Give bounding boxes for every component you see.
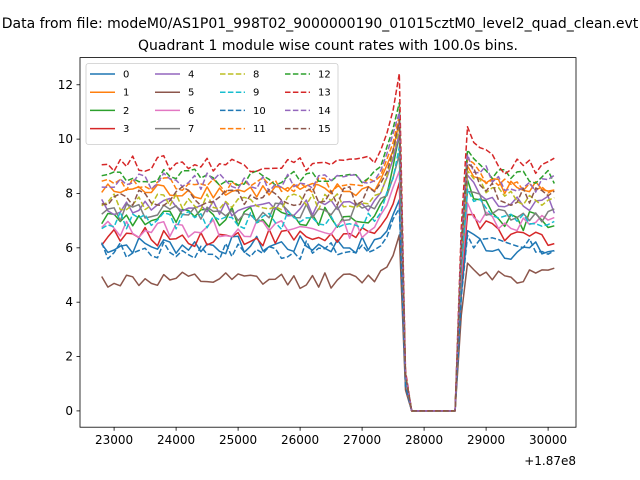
legend-entry-5: 5 [155,88,194,99]
legend-entry-7: 7 [155,124,194,135]
legend-label: 13 [318,88,331,99]
series-line-9 [101,146,555,412]
legend-label: 3 [123,124,129,135]
series-line-15 [101,120,555,412]
legend-label: 15 [318,124,331,135]
legend-label: 0 [123,70,129,81]
legend-entry-11: 11 [220,124,266,135]
y-tick-label: 10 [58,132,73,146]
y-tick-label: 8 [65,186,73,200]
legend-entry-2: 2 [90,106,129,117]
legend-label: 4 [188,70,194,81]
legend-entry-8: 8 [220,70,259,81]
series-line-11 [101,115,555,412]
legend-label: 2 [123,106,129,117]
legend-entry-15: 15 [285,124,331,135]
legend-label: 5 [188,88,194,99]
legend-entry-13: 13 [285,88,331,99]
series-line-0 [101,199,555,412]
series-line-8 [101,127,555,412]
legend-frame [85,63,339,145]
legend-entry-3: 3 [90,124,129,135]
x-tick-label: 26000 [281,433,319,447]
legend-label: 7 [188,124,194,135]
x-tick-label: 24000 [157,433,195,447]
y-tick-label: 6 [65,241,73,255]
series-line-5 [101,234,555,412]
legend-label: 1 [123,88,129,99]
legend-label: 9 [253,88,259,99]
x-tick-label: 30000 [529,433,567,447]
series-line-1 [101,120,555,412]
legend-entry-4: 4 [155,70,194,81]
legend-label: 6 [188,106,194,117]
x-offset-label: +1.87e8 [524,454,576,468]
legend-entry-1: 1 [90,88,129,99]
legend-entry-14: 14 [285,106,331,117]
series-line-7 [101,154,555,412]
x-tick-label: 29000 [467,433,505,447]
x-tick-label: 25000 [219,433,257,447]
series-line-14 [101,111,555,412]
x-tick-label: 28000 [405,433,443,447]
y-tick-label: 2 [65,350,73,364]
legend-entry-10: 10 [220,106,266,117]
legend-entry-6: 6 [155,106,194,117]
chart-title: Quadrant 1 module wise count rates with … [138,38,518,54]
legend-entry-12: 12 [285,70,331,81]
legend-label: 8 [253,70,259,81]
figure-suptitle: Data from file: modeM0/AS1P01_998T02_900… [2,16,639,32]
series-line-12 [101,102,555,412]
x-tick-label: 27000 [343,433,381,447]
plot-frame [79,57,577,428]
legend-label: 11 [253,124,266,135]
series-line-3 [101,181,555,412]
x-axis: 23000 24000 25000 26000 27000 28000 29000 30000 [95,427,567,447]
x-tick-label: 23000 [95,433,133,447]
series-line-6 [101,170,555,412]
legend-entry-0: 0 [90,70,129,81]
y-axis: 0 2 4 6 8 10 12 [58,78,80,418]
y-tick-label: 12 [58,78,73,92]
series-line-13 [101,72,555,412]
y-tick-label: 0 [65,404,73,418]
series-line-10 [101,207,555,412]
legend-label: 14 [318,106,331,117]
legend-entry-9: 9 [220,88,259,99]
series-layer [101,72,556,412]
y-tick-label: 4 [65,295,73,309]
legend-label: 10 [253,106,266,117]
legend-label: 12 [318,70,331,81]
